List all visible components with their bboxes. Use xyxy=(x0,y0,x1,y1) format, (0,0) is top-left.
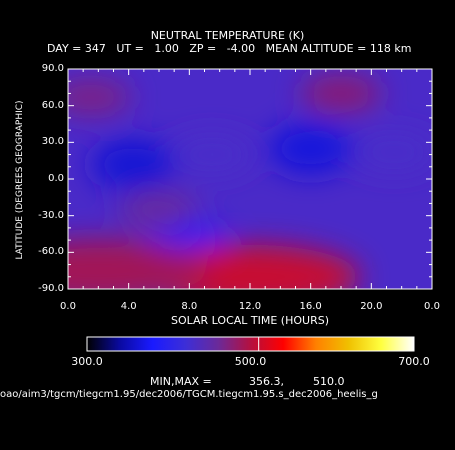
heat-region-warm-9 xyxy=(119,191,199,228)
min-value: 356.3, xyxy=(249,375,284,388)
max-value: 510.0 xyxy=(313,375,345,388)
chart-subtitle: DAY = 347 UT = 1.00 ZP = -4.00 MEAN ALTI… xyxy=(47,42,412,55)
x-tick-label: 16.0 xyxy=(299,301,322,312)
colorbar-tick-label: 300.0 xyxy=(71,355,103,368)
heat-region-warm-3 xyxy=(172,136,253,173)
y-tick-label: -30.0 xyxy=(38,209,64,221)
minmax-label: MIN,MAX = xyxy=(150,375,212,388)
footer-path: oao/aim3/tgcm/tiegcm1.95/dec2006/TGCM.ti… xyxy=(0,389,378,400)
heat-region-warm-5 xyxy=(68,79,131,116)
x-tick-label: 0.0 xyxy=(424,301,440,312)
heat-region-cold-1 xyxy=(268,122,353,175)
colorbar-tick-label: 700.0 xyxy=(398,355,430,368)
x-tick-label: 8.0 xyxy=(181,301,198,312)
chart-title: NEUTRAL TEMPERATURE (K) xyxy=(150,29,305,42)
x-tick-label: 12.0 xyxy=(238,301,262,312)
heat-region-warm-8 xyxy=(68,238,209,289)
y-tick-label: 0.0 xyxy=(48,173,64,184)
y-axis-label: LATITUDE (DEGREES GEOGRAPHIC) xyxy=(15,100,25,260)
y-tick-label: -90.0 xyxy=(38,283,64,294)
y-tick-label: -60.0 xyxy=(38,246,64,258)
heat-region-cold-0 xyxy=(91,138,176,191)
colorbar xyxy=(86,336,415,352)
colorbar-tick-label: 500.0 xyxy=(234,355,267,368)
x-tick-label: 0.0 xyxy=(60,301,76,312)
y-tick-label: 90.0 xyxy=(41,63,64,74)
y-tick-label: 60.0 xyxy=(41,99,64,111)
x-tick-label: 20.0 xyxy=(360,301,383,312)
x-axis-label: SOLAR LOCAL TIME (HOURS) xyxy=(170,314,329,327)
heat-region-warm-6 xyxy=(301,75,381,112)
x-tick-label: 4.0 xyxy=(120,301,137,312)
y-tick-label: 30.0 xyxy=(41,136,64,148)
heat-region-warm-4 xyxy=(354,134,432,171)
